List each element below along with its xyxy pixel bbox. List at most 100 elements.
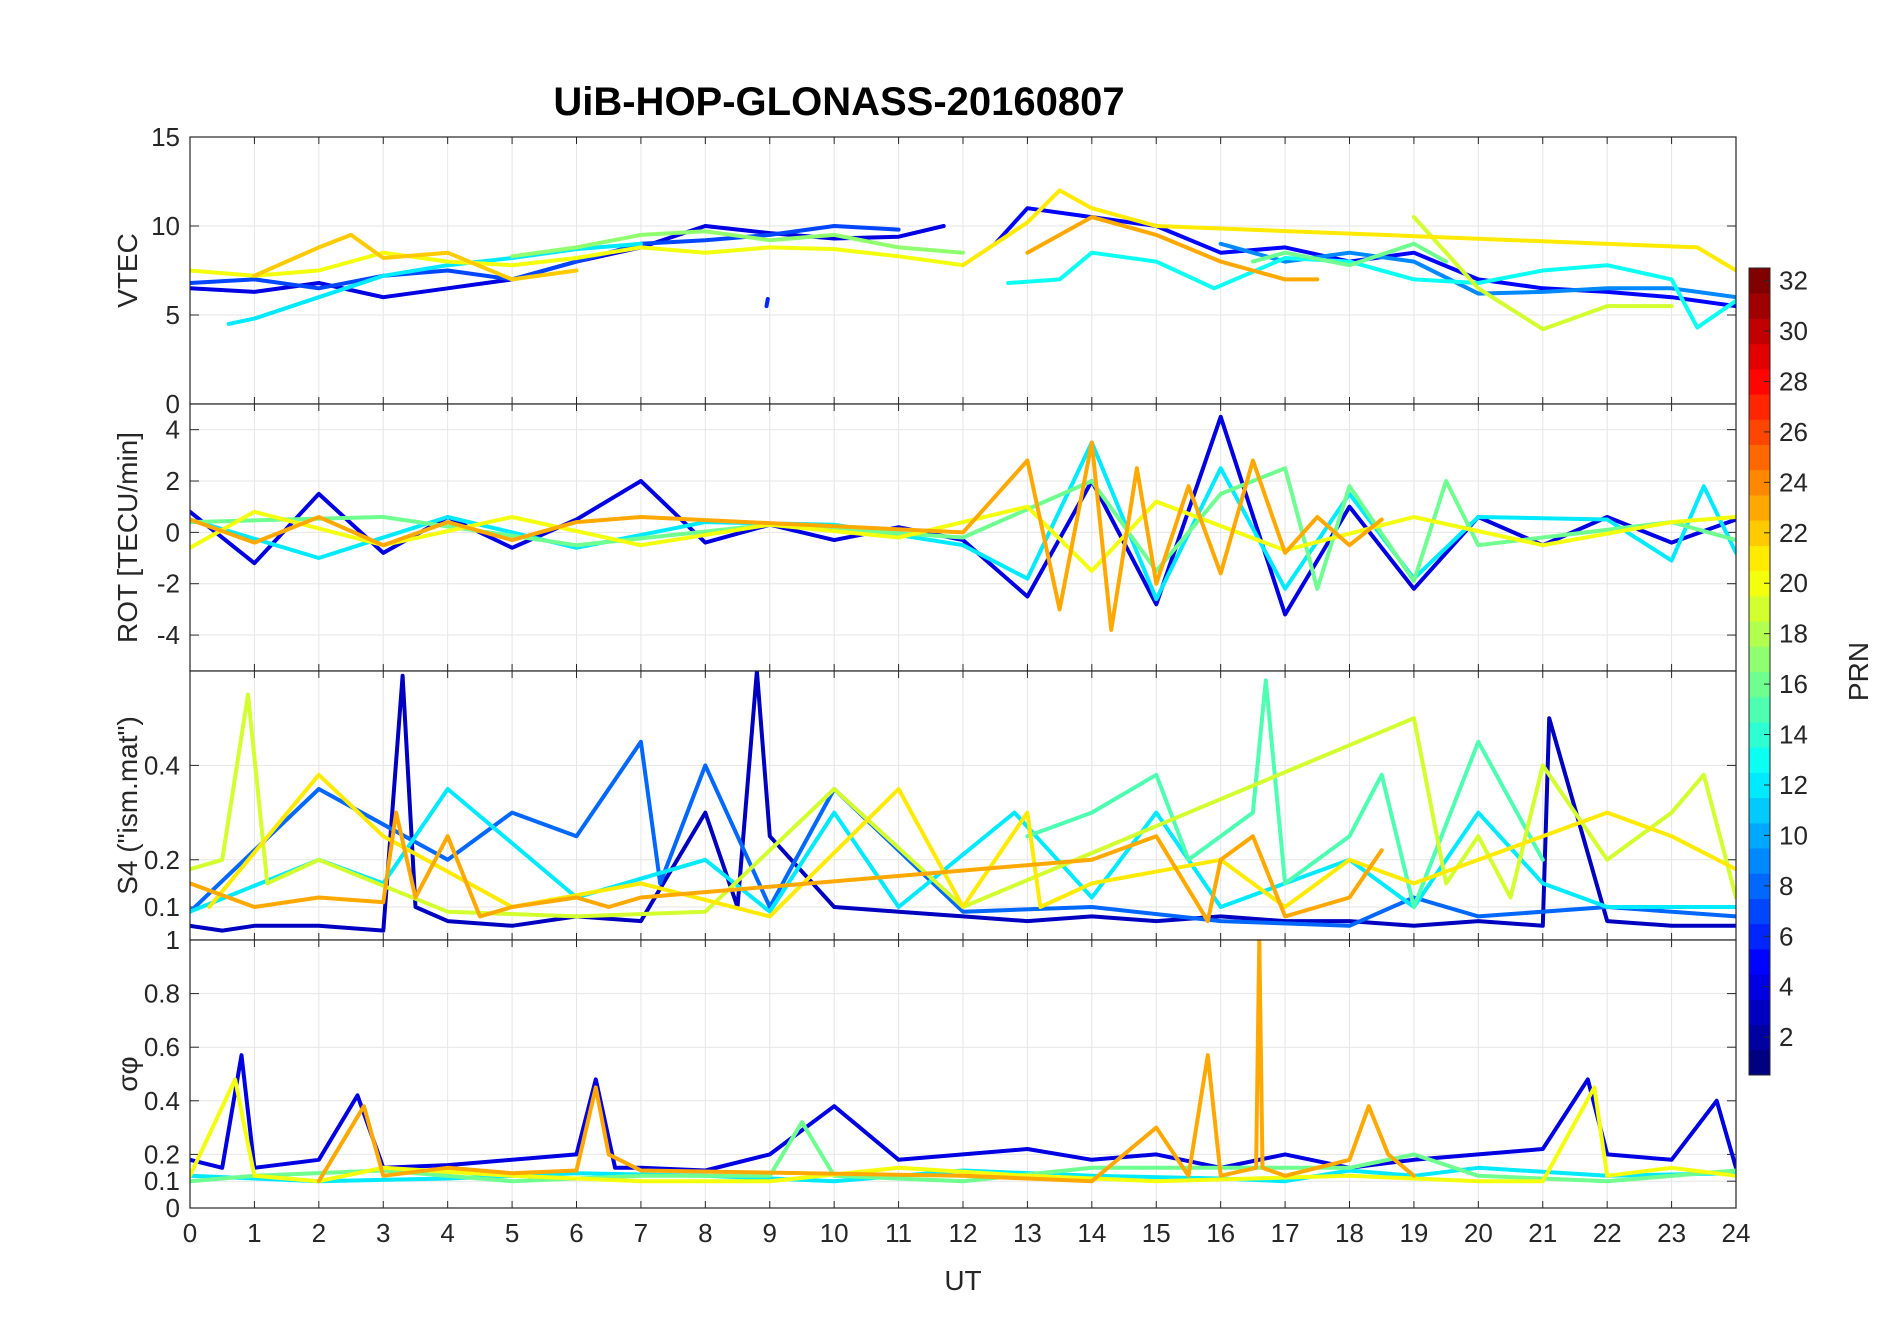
y-axis-label: S4 ("ism.mat") (112, 716, 143, 895)
y-tick-label: 4 (166, 415, 180, 445)
panel-s4: 0.1 0.2 0.4S4 ("ism.mat") (112, 670, 1737, 941)
colorbar-tick-label: 6 (1779, 921, 1793, 951)
series-line-prn-3 (190, 671, 1736, 933)
colorbar-segment (1749, 671, 1770, 698)
series-line-prn-16 (1250, 241, 1449, 268)
series-line-prn-23 (1025, 215, 1320, 282)
colorbar-segment (1749, 772, 1770, 799)
series-line-prn-12 (190, 440, 1736, 602)
colorbar-segment (1749, 545, 1770, 572)
series-line-prn-22 (252, 232, 579, 282)
series-group (190, 940, 1736, 1184)
colorbar-segment (1749, 696, 1770, 723)
colorbar-tick-label: 28 (1779, 366, 1808, 396)
x-tick-label: 19 (1399, 1218, 1428, 1248)
x-tick-label: 15 (1142, 1218, 1171, 1248)
x-tick-label: 6 (569, 1218, 583, 1248)
series-line-prn-23 (190, 440, 1384, 632)
colorbar-tick-label: 26 (1779, 417, 1808, 447)
x-tick-label: 20 (1464, 1218, 1493, 1248)
colorbar-tick-label: 20 (1779, 568, 1808, 598)
x-tick-label: 7 (634, 1218, 648, 1248)
colorbar-frame (1748, 267, 1771, 1076)
x-tick-label: 21 (1528, 1218, 1557, 1248)
y-tick-label: -2 (157, 569, 180, 599)
y-tick-label: 0.2 (144, 1139, 180, 1169)
series-line-prn-21 (961, 188, 1736, 273)
series-line-prn-20 (190, 1077, 1736, 1184)
x-tick-label: 1 (247, 1218, 261, 1248)
y-tick-label: 0.4 (144, 750, 180, 780)
colorbar-segment (1749, 822, 1770, 849)
chart-title: UiB-HOP-GLONASS-20160807 (553, 80, 1124, 124)
x-tick-label: 22 (1593, 1218, 1622, 1248)
colorbar-segment (1749, 848, 1770, 874)
y-tick-label: 1 (166, 925, 180, 955)
y-tick-label: 15 (151, 122, 180, 152)
colorbar-tick-label: 2 (1779, 1022, 1793, 1052)
x-tick-label: 17 (1271, 1218, 1300, 1248)
colorbar-segment (1749, 721, 1770, 748)
x-tick-label: 16 (1206, 1218, 1235, 1248)
x-tick-label: 4 (440, 1218, 454, 1248)
colorbar-segment (1749, 419, 1770, 446)
series-line-prn-20 (190, 245, 965, 278)
series-line-prn-15 (1025, 678, 1545, 909)
colorbar-tick-label: 8 (1779, 871, 1793, 901)
series-line-prn-16 (190, 466, 1736, 591)
colorbar-segment (1749, 747, 1770, 773)
colorbar-segment (1749, 469, 1770, 496)
series-line-prn-7 (190, 224, 901, 291)
x-tick-label: 2 (312, 1218, 326, 1248)
colorbar-segment (1749, 797, 1770, 824)
colorbar-segment (1749, 343, 1770, 370)
colorbar-tick-label: 4 (1779, 972, 1793, 1002)
colorbar-label: PRN (1843, 642, 1874, 701)
y-axis-label: VTEC (112, 233, 143, 308)
colorbar-segment (1749, 873, 1770, 899)
colorbar-segment (1749, 570, 1770, 597)
panel-frame (189, 939, 1737, 1209)
series-line-prn-6 (764, 297, 770, 309)
x-tick-label: 18 (1335, 1218, 1364, 1248)
colorbar-tick-label: 10 (1779, 820, 1808, 850)
panel-sigma_phi: 0 1 2 3 4 5 6 7 8 9 10 11 12 13 14 15 16 17 18 19 20 21 22 23 24… (112, 925, 1750, 1248)
x-tick-label: 12 (949, 1218, 978, 1248)
colorbar-segment (1749, 520, 1770, 546)
colorbar-segment (1749, 394, 1770, 420)
colorbar-segment (1749, 268, 1770, 294)
y-tick-label: 10 (151, 211, 180, 241)
y-tick-label: 0.1 (144, 1166, 180, 1196)
series-group (190, 671, 1736, 933)
series-line-prn-23 (316, 940, 1416, 1184)
x-tick-label: 10 (820, 1218, 849, 1248)
colorbar-tick-label: 24 (1779, 467, 1808, 497)
y-tick-label: 0 (166, 389, 180, 419)
series-line-prn-19 (1411, 215, 1674, 332)
colorbar-segment (1749, 948, 1770, 975)
colorbar-tick-label: 16 (1779, 669, 1808, 699)
x-tick-label: 13 (1013, 1218, 1042, 1248)
series-line-prn-20 (190, 499, 1736, 573)
y-tick-label: 0.6 (144, 1032, 180, 1062)
series-line-prn-17 (510, 229, 965, 259)
x-tick-label: 5 (505, 1218, 519, 1248)
colorbar-tick-label: 14 (1779, 720, 1808, 750)
colorbar-tick-label: 32 (1779, 266, 1808, 296)
colorbar-segment (1749, 1024, 1770, 1051)
colorbar-segment (1749, 368, 1770, 395)
colorbar-segment (1749, 318, 1770, 345)
colorbar-tick-label: 22 (1779, 518, 1808, 548)
series-line-prn-8 (190, 739, 1736, 928)
colorbar-segment (1749, 595, 1770, 622)
colorbar-segment (1749, 621, 1770, 647)
y-tick-label: 0.4 (144, 1086, 180, 1116)
x-tick-label: 0 (183, 1218, 197, 1248)
colorbar-segment (1749, 999, 1770, 1026)
colorbar-tick-label: 18 (1779, 619, 1808, 649)
x-tick-label: 24 (1722, 1218, 1751, 1248)
series-line-prn-13 (1006, 250, 1736, 330)
